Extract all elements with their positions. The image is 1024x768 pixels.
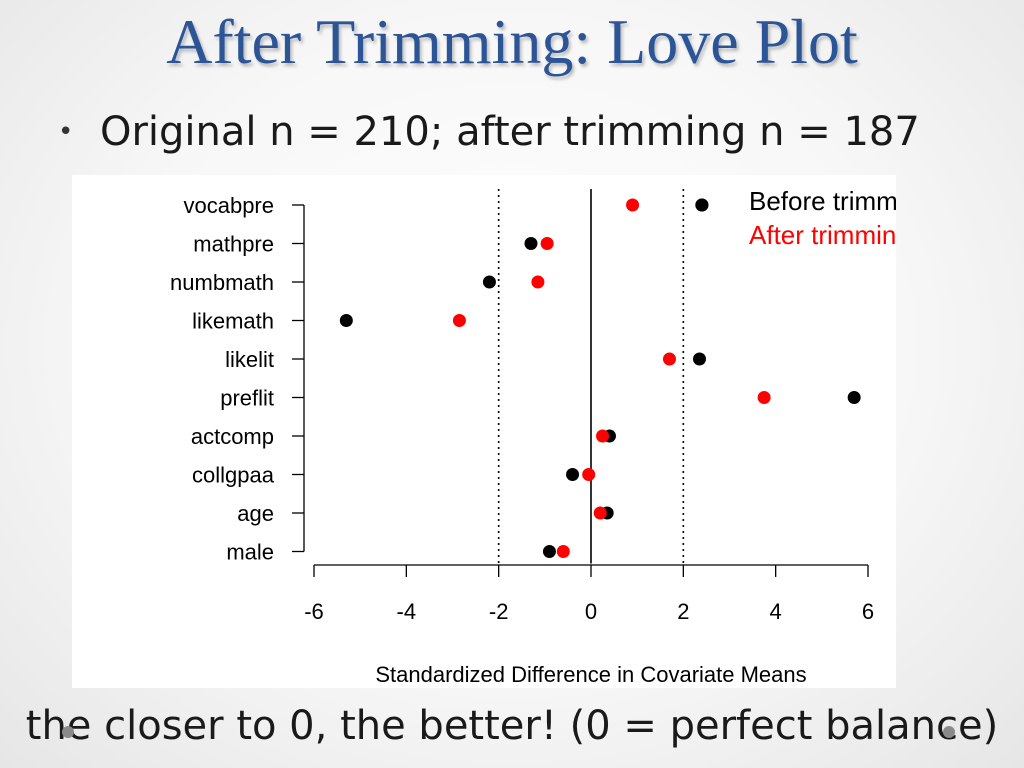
- y-tick-label: actcomp: [191, 424, 274, 449]
- y-tick-label: vocabpre: [183, 193, 274, 218]
- after-trimming-point: [582, 468, 596, 481]
- after-trimming-point: [556, 545, 570, 558]
- after-trimming-point: [757, 391, 771, 404]
- x-tick-label: -6: [304, 599, 324, 624]
- bullet-text: Original n = 210; after trimming n = 187: [100, 109, 920, 155]
- corner-dot-left: [62, 726, 74, 738]
- after-trimming-point: [593, 506, 607, 520]
- y-tick-label: likemath: [192, 309, 274, 334]
- bullet-marker: •: [58, 117, 74, 147]
- y-tick-label: preflit: [220, 386, 274, 411]
- love-plot-chart: vocabpre mathpre numbmath likemath likelit pr…: [170, 186, 933, 687]
- x-tick-label: -4: [397, 599, 417, 624]
- before-trimming-point: [482, 275, 496, 289]
- before-trimming-point: [847, 391, 861, 404]
- x-tick-label: -2: [489, 599, 509, 624]
- y-tick-label: male: [226, 540, 274, 565]
- before-trimming-point: [542, 545, 556, 558]
- bullet-item: • Original n = 210; after trimming n = 1…: [58, 104, 920, 160]
- reference-lines: [497, 189, 685, 564]
- y-axis: vocabpre mathpre numbmath likemath likelit pr…: [170, 193, 305, 565]
- before-trimming-point: [339, 314, 353, 327]
- legend-label-before: Before trimming: [749, 186, 896, 216]
- after-trimming-point: [626, 198, 640, 212]
- x-tick-label: 6: [862, 599, 874, 624]
- legend: Before trimming After trimming: [695, 186, 933, 250]
- before-trimming-point: [566, 468, 580, 481]
- y-tick-label: age: [237, 501, 274, 526]
- x-axis: -6 -4 -2 0 2 4 6: [304, 564, 874, 624]
- footer-note: the closer to 0, the better! (0 = perfec…: [25, 703, 999, 749]
- love-plot-panel: vocabpre mathpre numbmath likemath likelit pr…: [72, 175, 933, 688]
- legend-label-after: After trimming: [749, 220, 896, 250]
- slide-title: After Trimming: Love Plot: [166, 6, 858, 77]
- after-trimming-point: [531, 275, 545, 289]
- corner-dot-right: [943, 726, 955, 738]
- x-tick-label: 2: [677, 599, 689, 624]
- after-trimming-point: [540, 237, 554, 250]
- x-axis-label: Standardized Difference in Covariate Mea…: [375, 662, 806, 687]
- legend-marker-before: [695, 198, 709, 212]
- y-tick-label: collgpaa: [192, 463, 275, 488]
- before-trimming-point: [524, 237, 538, 250]
- after-trimming-point: [662, 352, 676, 366]
- after-trimming-point: [452, 314, 466, 327]
- y-tick-label: numbmath: [170, 270, 274, 295]
- x-tick-label: 0: [585, 599, 597, 624]
- before-trimming-point: [692, 352, 706, 366]
- y-tick-label: mathpre: [193, 232, 274, 257]
- after-trimming-point: [596, 429, 610, 443]
- data-points: [339, 198, 861, 558]
- x-tick-label: 4: [770, 599, 782, 624]
- y-tick-label: likelit: [225, 347, 274, 372]
